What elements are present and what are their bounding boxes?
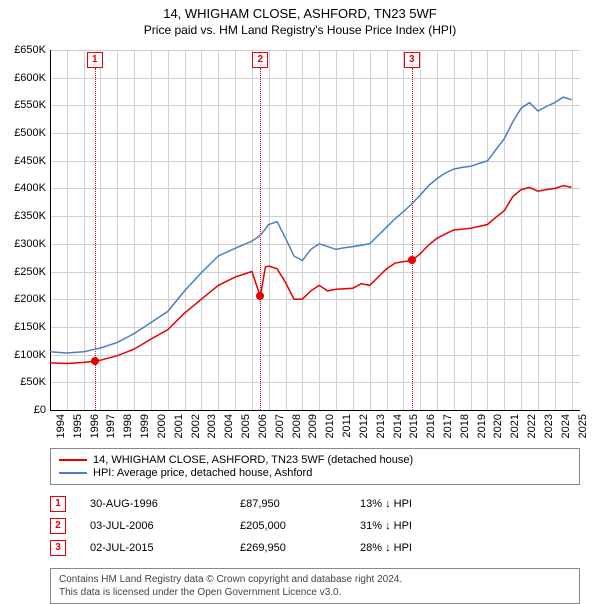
chart-container: { "title": "14, WHIGHAM CLOSE, ASHFORD, …	[0, 0, 600, 590]
legend-row: HPI: Average price, detached house, Ashf…	[59, 467, 571, 479]
event-row-number: 3	[50, 540, 66, 556]
chart-subtitle: Price paid vs. HM Land Registry's House …	[0, 23, 600, 37]
event-row-pct: 31% ↓ HPI	[360, 520, 480, 532]
event-row-date: 02-JUL-2015	[90, 542, 240, 554]
y-tick-label: £350K	[4, 210, 46, 222]
x-tick-label: 2013	[375, 414, 387, 444]
x-tick-label: 2023	[543, 414, 555, 444]
x-tick-label: 2010	[324, 414, 336, 444]
event-row-price: £205,000	[240, 520, 360, 532]
event-row-price: £269,950	[240, 542, 360, 554]
sale-marker	[91, 357, 99, 365]
x-tick-label: 2015	[408, 414, 420, 444]
x-tick-label: 2003	[206, 414, 218, 444]
y-tick-label: £150K	[4, 321, 46, 333]
x-tick-label: 2014	[392, 414, 404, 444]
y-tick-label: £250K	[4, 266, 46, 278]
x-tick-label: 2012	[358, 414, 370, 444]
y-tick-label: £200K	[4, 293, 46, 305]
event-row: 2 03-JUL-2006£205,00031% ↓ HPI	[50, 518, 480, 534]
x-tick-label: 1998	[122, 414, 134, 444]
legend: 14, WHIGHAM CLOSE, ASHFORD, TN23 5WF (de…	[50, 448, 580, 485]
event-row-number: 2	[50, 518, 66, 534]
x-tick-label: 2001	[173, 414, 185, 444]
y-tick-label: £550K	[4, 99, 46, 111]
y-tick-label: £400K	[4, 182, 46, 194]
y-tick-label: £100K	[4, 349, 46, 361]
x-tick-label: 2006	[257, 414, 269, 444]
x-tick-label: 2024	[560, 414, 572, 444]
x-tick-label: 2005	[240, 414, 252, 444]
x-tick-label: 2009	[307, 414, 319, 444]
events-table: 1 30-AUG-1996£87,95013% ↓ HPI 2 03-JUL-2006…	[50, 490, 480, 562]
x-tick-label: 2021	[509, 414, 521, 444]
x-tick-label: 2017	[442, 414, 454, 444]
x-tick-label: 1999	[139, 414, 151, 444]
y-tick-label: £450K	[4, 155, 46, 167]
y-tick-label: £300K	[4, 238, 46, 250]
x-tick-label: 2022	[526, 414, 538, 444]
y-tick-label: £0	[4, 404, 46, 416]
event-row-date: 30-AUG-1996	[90, 498, 240, 510]
x-tick-label: 2018	[459, 414, 471, 444]
x-tick-label: 2016	[425, 414, 437, 444]
x-tick-label: 1997	[105, 414, 117, 444]
event-row-price: £87,950	[240, 498, 360, 510]
license-footer: Contains HM Land Registry data © Crown c…	[50, 568, 580, 604]
series-line-hpi	[50, 97, 572, 353]
event-row: 1 30-AUG-1996£87,95013% ↓ HPI	[50, 496, 480, 512]
gridline-horizontal	[50, 410, 580, 411]
x-tick-label: 1995	[72, 414, 84, 444]
sale-marker	[256, 292, 264, 300]
x-tick-label: 2011	[341, 414, 353, 444]
legend-label: 14, WHIGHAM CLOSE, ASHFORD, TN23 5WF (de…	[93, 454, 413, 466]
x-tick-label: 2020	[492, 414, 504, 444]
event-row-pct: 13% ↓ HPI	[360, 498, 480, 510]
legend-label: HPI: Average price, detached house, Ashf…	[93, 467, 312, 479]
y-tick-label: £600K	[4, 72, 46, 84]
sale-marker	[408, 256, 416, 264]
chart-title: 14, WHIGHAM CLOSE, ASHFORD, TN23 5WF	[0, 6, 600, 21]
legend-row: 14, WHIGHAM CLOSE, ASHFORD, TN23 5WF (de…	[59, 454, 571, 466]
x-tick-label: 1994	[55, 414, 67, 444]
x-tick-label: 2004	[223, 414, 235, 444]
y-tick-label: £500K	[4, 127, 46, 139]
event-row-pct: 28% ↓ HPI	[360, 542, 480, 554]
x-tick-label: 2000	[156, 414, 168, 444]
event-row-date: 03-JUL-2006	[90, 520, 240, 532]
x-tick-label: 2007	[274, 414, 286, 444]
event-row: 3 02-JUL-2015£269,95028% ↓ HPI	[50, 540, 480, 556]
x-tick-label: 2019	[476, 414, 488, 444]
footer-line-1: Contains HM Land Registry data © Crown c…	[59, 573, 571, 586]
event-row-number: 1	[50, 496, 66, 512]
plot-svg	[50, 50, 580, 410]
legend-swatch	[59, 459, 87, 461]
x-tick-label: 2008	[291, 414, 303, 444]
x-tick-label: 1996	[89, 414, 101, 444]
x-tick-label: 2025	[577, 414, 589, 444]
footer-line-2: This data is licensed under the Open Gov…	[59, 586, 571, 599]
x-tick-label: 2002	[190, 414, 202, 444]
legend-swatch	[59, 472, 87, 474]
title-block: 14, WHIGHAM CLOSE, ASHFORD, TN23 5WF Pri…	[0, 0, 600, 37]
y-tick-label: £650K	[4, 44, 46, 56]
y-tick-label: £50K	[4, 376, 46, 388]
